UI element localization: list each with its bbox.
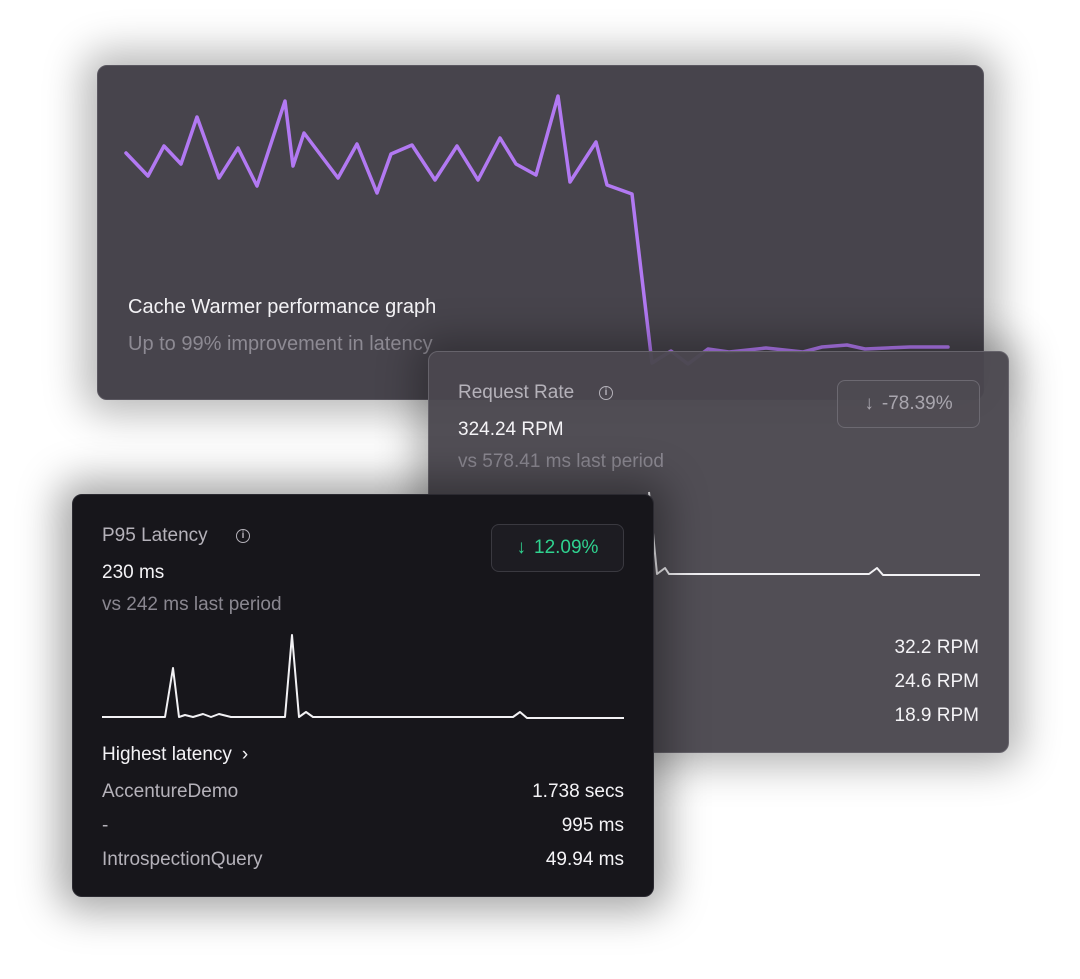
request-rate-card: Request Rate i 324.24 RPM vs 578.41 ms l… <box>428 351 1009 753</box>
info-icon[interactable]: i <box>599 386 613 400</box>
latency-row-value: 49.94 ms <box>545 849 624 870</box>
latency-row-name: - <box>102 815 109 836</box>
p95-latency-change-value: 12.09% <box>534 537 599 558</box>
request-rate-sparkline <box>648 491 980 576</box>
info-icon[interactable]: i <box>236 529 250 543</box>
p95-latency-comparison: vs 242 ms last period <box>102 594 282 615</box>
request-rate-comparison: vs 578.41 ms last period <box>458 451 664 472</box>
cache-warmer-card: Cache Warmer performance graph Up to 99%… <box>97 65 984 400</box>
p95-latency-change-badge: ↓ 12.09% <box>491 524 624 572</box>
latency-row-name: AccentureDemo <box>102 781 239 802</box>
latency-row-value: 1.738 secs <box>532 781 624 802</box>
highest-latency-label: Highest latency <box>102 744 232 765</box>
request-rate-change-badge: ↓ -78.39% <box>837 380 980 428</box>
p95-latency-sparkline <box>102 634 624 719</box>
request-rate-change-value: -78.39% <box>881 393 953 414</box>
p95-latency-card: P95 Latency i 230 ms vs 242 ms last peri… <box>72 494 654 897</box>
request-rate-row-value: 32.2 RPM <box>894 637 979 658</box>
request-rate-title: Request Rate <box>458 382 575 403</box>
arrow-down-icon: ↓ <box>516 537 527 558</box>
p95-latency-value: 230 ms <box>102 562 165 583</box>
cache-warmer-subtitle: Up to 99% improvement in latency <box>128 333 433 355</box>
cache-warmer-graph <box>124 94 950 366</box>
request-rate-row-value: 24.6 RPM <box>894 671 979 692</box>
request-rate-row-value: 18.9 RPM <box>894 705 979 726</box>
request-rate-value: 324.24 RPM <box>458 419 564 440</box>
highest-latency-link[interactable]: Highest latency › <box>102 744 248 766</box>
arrow-down-icon: ↓ <box>864 393 874 414</box>
chevron-right-icon: › <box>241 744 249 765</box>
latency-row-value: 995 ms <box>561 815 624 836</box>
cache-warmer-line <box>124 94 950 366</box>
p95-latency-title: P95 Latency <box>102 525 208 546</box>
cache-warmer-title: Cache Warmer performance graph <box>128 296 437 318</box>
latency-row-name: IntrospectionQuery <box>102 849 263 870</box>
